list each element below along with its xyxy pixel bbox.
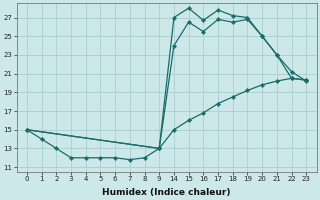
X-axis label: Humidex (Indice chaleur): Humidex (Indice chaleur) <box>102 188 231 197</box>
